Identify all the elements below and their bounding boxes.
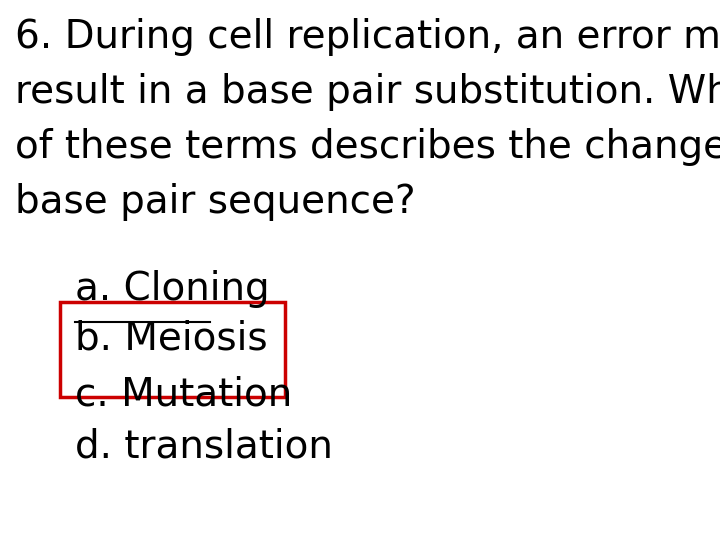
Text: b. Meiosis: b. Meiosis <box>75 320 268 358</box>
Text: c. Mutation: c. Mutation <box>75 375 292 413</box>
Text: a. Cloning: a. Cloning <box>75 270 269 308</box>
Text: result in a base pair substitution. Which: result in a base pair substitution. Whic… <box>15 73 720 111</box>
Text: of these terms describes the change in: of these terms describes the change in <box>15 128 720 166</box>
Text: base pair sequence?: base pair sequence? <box>15 183 415 221</box>
Text: d. translation: d. translation <box>75 428 333 466</box>
Text: 6. During cell replication, an error may: 6. During cell replication, an error may <box>15 18 720 56</box>
Bar <box>60 302 285 397</box>
